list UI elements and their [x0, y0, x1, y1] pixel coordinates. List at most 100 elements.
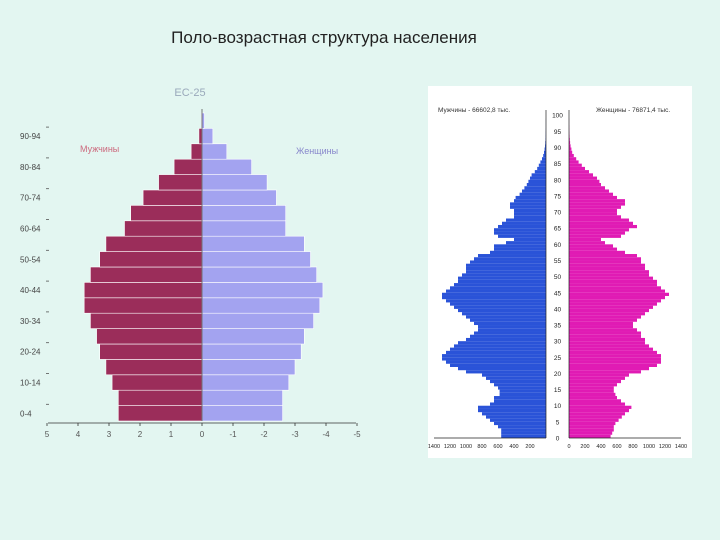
female-bar — [569, 318, 637, 322]
female-bar — [569, 321, 633, 326]
male-bar — [545, 141, 546, 145]
female-bar — [201, 297, 321, 314]
female-bar — [201, 220, 286, 237]
x-tick-label-right: 400 — [596, 444, 605, 450]
x-tick-label: 1 — [169, 430, 174, 439]
female-bar — [569, 218, 629, 222]
male-bar — [90, 312, 203, 329]
male-bar — [499, 389, 546, 393]
female-bar — [201, 251, 311, 268]
x-tick-label: -1 — [229, 430, 237, 439]
age-tick-label: 0-4 — [20, 409, 32, 418]
male-bar — [446, 289, 546, 293]
age-tick-label: 30-34 — [20, 317, 41, 326]
male-bar — [99, 343, 203, 360]
male-bar — [531, 173, 546, 177]
female-bar — [569, 260, 641, 264]
male-bar — [454, 305, 546, 309]
male-bar — [474, 321, 546, 326]
male-bar — [543, 153, 546, 158]
male-bar — [514, 199, 546, 203]
female-bar — [569, 325, 633, 329]
female-bar — [569, 257, 641, 261]
male-bar — [450, 302, 546, 306]
male-bar — [190, 143, 203, 160]
male-bar — [526, 183, 546, 187]
female-bar — [201, 374, 290, 391]
female-bar — [569, 337, 645, 342]
male-bar — [522, 189, 546, 193]
male-bar — [545, 144, 546, 148]
female-bar — [569, 370, 641, 374]
male-bar — [494, 399, 546, 403]
female-bar — [569, 415, 622, 419]
male-bar — [490, 250, 546, 255]
x-tick-label-right: 800 — [628, 444, 637, 450]
female-bar — [201, 343, 302, 360]
female-bar — [201, 158, 252, 175]
female-bar — [569, 286, 661, 290]
female-bar — [201, 128, 214, 145]
age-tick-label: 20 — [554, 371, 562, 378]
age-tick-label: 80-84 — [20, 163, 41, 172]
female-bar — [569, 237, 601, 242]
female-bar — [569, 376, 625, 380]
x-tick-label-left: 400 — [509, 444, 518, 450]
male-bar — [173, 158, 203, 175]
male-bar — [446, 299, 546, 303]
female-bar — [201, 405, 283, 422]
female-bar — [569, 173, 593, 177]
male-bar — [118, 389, 203, 406]
female-bar — [569, 379, 621, 384]
female-bar — [569, 283, 657, 287]
male-bar — [124, 220, 203, 237]
male-bar — [458, 341, 546, 345]
male-bar — [519, 192, 546, 196]
x-tick-label-right: 1200 — [659, 444, 671, 450]
x-tick-label-right: 200 — [580, 444, 589, 450]
age-tick-label: 15 — [554, 387, 562, 394]
right-population-pyramid: Мужчины - 66602,8 тыс. Женщины - 76871,4 … — [428, 107, 687, 450]
female-bar — [569, 163, 582, 167]
male-bar — [466, 315, 546, 319]
age-tick-label: 55 — [554, 258, 562, 265]
female-bar — [569, 279, 657, 284]
female-bar — [569, 418, 619, 422]
male-bar — [498, 224, 546, 229]
female-bar — [201, 235, 305, 252]
male-bar — [544, 147, 546, 151]
female-bar — [569, 170, 589, 174]
x-tick-label: 5 — [45, 430, 50, 439]
female-bar — [569, 392, 616, 397]
female-bar — [569, 383, 617, 387]
male-bar — [83, 282, 203, 299]
female-bar — [569, 292, 669, 296]
male-bar — [442, 292, 546, 296]
age-tick-label: 90-94 — [20, 132, 41, 141]
female-bar — [569, 363, 657, 367]
female-bar — [569, 179, 600, 184]
female-bar — [569, 212, 617, 216]
female-bar — [569, 192, 613, 196]
female-bar — [569, 176, 597, 180]
male-bar — [490, 418, 546, 422]
female-bar — [201, 189, 277, 206]
female-bar — [569, 357, 661, 361]
female-bar — [569, 186, 605, 190]
male-bar — [501, 431, 546, 435]
male-bar — [544, 150, 546, 154]
x-tick-label-left: 600 — [493, 444, 502, 450]
female-bar — [569, 166, 585, 171]
female-bar — [569, 263, 645, 267]
male-bar — [96, 328, 203, 345]
male-bar — [462, 312, 546, 316]
female-bar — [569, 183, 601, 187]
x-tick-label: 3 — [107, 430, 112, 439]
male-bar — [498, 386, 546, 390]
male-bar — [454, 344, 546, 348]
male-bar — [542, 157, 546, 161]
male-bar — [105, 359, 203, 376]
age-tick-label: 10-14 — [20, 379, 41, 388]
male-bar — [458, 276, 546, 280]
female-bar — [569, 412, 625, 416]
